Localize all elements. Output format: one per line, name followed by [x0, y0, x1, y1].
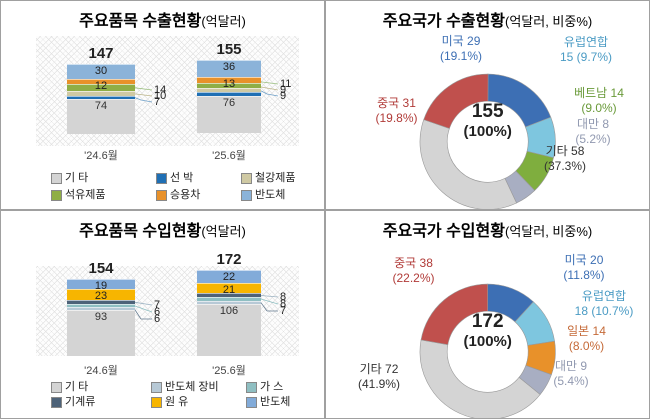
svg-text:172: 172	[472, 311, 504, 332]
svg-text:(100%): (100%)	[464, 123, 512, 140]
svg-text:(100%): (100%)	[464, 333, 512, 350]
svg-text:155: 155	[472, 101, 504, 122]
